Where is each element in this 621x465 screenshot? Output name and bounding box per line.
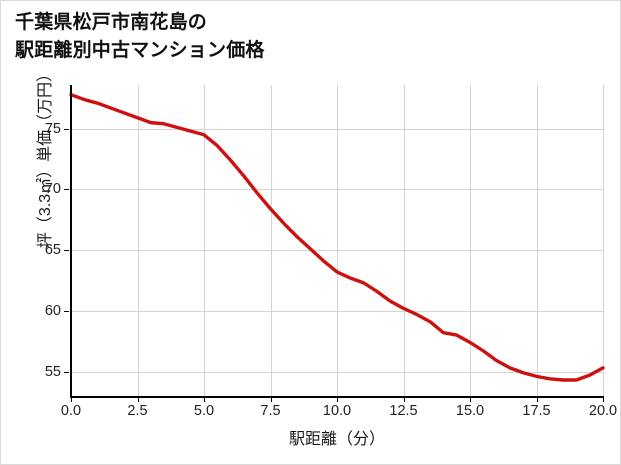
gridline-horizontal (71, 128, 603, 130)
gridline-vertical (603, 85, 604, 397)
gridline-horizontal (71, 371, 603, 373)
x-tick-label: 0.0 (60, 403, 82, 419)
gridline-vertical (403, 85, 405, 397)
x-tick-mark (603, 398, 604, 402)
x-tick-mark (204, 398, 205, 402)
x-tick-label: 20.0 (588, 403, 618, 419)
x-tick-label: 12.5 (389, 403, 418, 419)
x-tick-mark (536, 398, 538, 402)
gridline-vertical (536, 85, 538, 397)
x-tick-mark (470, 398, 471, 402)
x-tick-label: 10.0 (322, 403, 352, 419)
gridline-vertical (137, 85, 139, 397)
x-tick-mark (337, 398, 338, 402)
x-axis-label: 駅距離（分） (288, 431, 385, 448)
gridline-vertical (470, 85, 471, 397)
x-axis-spine (70, 396, 604, 398)
x-tick-label: 2.5 (127, 403, 148, 419)
price-line (69, 93, 605, 382)
y-tick-mark (64, 128, 69, 130)
gridline-horizontal (71, 310, 603, 312)
y-tick-label: 60 (44, 302, 61, 319)
x-tick-label: 7.5 (260, 403, 281, 419)
x-tick-mark (137, 398, 139, 402)
gridline-vertical (204, 85, 205, 397)
y-axis-ticks: 55 60 65 70 75 (1, 1, 61, 464)
y-tick-mark (64, 310, 69, 312)
x-tick-mark (270, 398, 272, 402)
y-tick-label: 55 (44, 363, 61, 380)
y-tick-mark (64, 250, 69, 252)
y-tick-mark (64, 189, 69, 191)
gridline-vertical (270, 85, 272, 397)
y-axis-label: 坪（3.3㎡）単価（万円） (37, 65, 54, 249)
chart-title: 千葉県松戸市南花島の 駅距離別中古マンション価格 (15, 12, 265, 61)
line-series (69, 93, 605, 382)
plot-area (69, 85, 605, 397)
gridline-vertical (337, 85, 338, 397)
x-tick-label: 15.0 (455, 403, 485, 419)
y-tick-label: 70 (44, 181, 61, 198)
x-tick-label: 17.5 (522, 403, 551, 419)
gridline-horizontal (71, 250, 603, 252)
y-tick-label: 75 (44, 120, 61, 137)
y-tick-label: 65 (44, 242, 61, 259)
gridline-horizontal (71, 189, 603, 191)
x-tick-mark (403, 398, 405, 402)
y-axis-spine (70, 85, 72, 398)
x-tick-label: 5.0 (193, 403, 215, 419)
y-tick-mark (64, 371, 69, 373)
x-tick-mark (71, 398, 72, 402)
